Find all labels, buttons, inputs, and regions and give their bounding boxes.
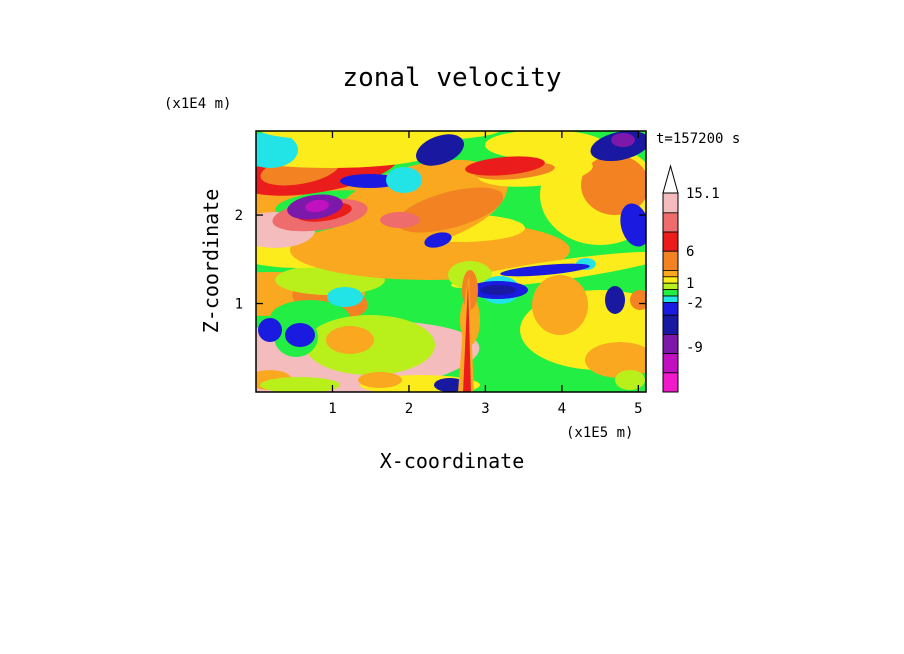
field-streak-core xyxy=(463,282,471,392)
colorbar-swatch xyxy=(662,276,679,284)
velocity-field xyxy=(256,131,646,392)
field-region xyxy=(465,156,545,176)
colorbar-swatch xyxy=(662,314,679,335)
field-region xyxy=(260,131,500,142)
colorbar-swatch xyxy=(662,289,679,297)
field-region xyxy=(256,132,298,168)
field-region xyxy=(500,263,590,277)
field-region xyxy=(396,187,504,233)
colorbar-swatch xyxy=(662,212,679,233)
plot-frame xyxy=(255,130,647,393)
time-label: t=157200 s xyxy=(656,131,740,147)
x-axis-ticks: 1 2 3 4 5 xyxy=(328,131,643,417)
colorbar-swatch xyxy=(662,302,679,316)
field-region xyxy=(327,287,363,307)
colorbar-swatch xyxy=(662,250,679,271)
colorbar-swatch xyxy=(662,334,679,355)
field-region xyxy=(340,174,400,188)
colorbar-swatch xyxy=(662,295,679,303)
field-region xyxy=(630,290,646,310)
x-tick-label: 1 xyxy=(328,401,336,417)
field-region xyxy=(434,378,466,392)
field-region xyxy=(326,326,374,354)
y-tick-label: 1 xyxy=(235,297,243,313)
field-region xyxy=(480,285,516,295)
field-region xyxy=(620,203,646,247)
colorbar-swatch xyxy=(662,372,679,393)
colorbar-swatch xyxy=(662,282,679,291)
y-unit-label: (x1E4 m) xyxy=(164,96,231,112)
field-region xyxy=(611,133,635,147)
y-axis-ticks: 12 xyxy=(235,208,646,313)
y-axis-title: Z-coordinate xyxy=(199,189,223,334)
y-tick-label: 2 xyxy=(235,208,243,224)
field-region xyxy=(424,232,452,248)
field-region xyxy=(285,323,315,347)
x-axis-title: X-coordinate xyxy=(380,449,525,473)
field-region xyxy=(386,167,422,193)
chart-title: zonal velocity xyxy=(342,63,561,93)
field-region xyxy=(605,286,625,314)
field-region xyxy=(258,318,282,342)
colorbar-label: -9 xyxy=(686,340,703,356)
x-unit-label: (x1E5 m) xyxy=(566,425,633,441)
x-tick-label: 2 xyxy=(405,401,413,417)
colorbar-label: 6 xyxy=(686,244,694,260)
colorbar-swatch xyxy=(662,192,679,214)
colorbar: 15.1 6 1 -2 -9 xyxy=(662,164,720,393)
plot-area xyxy=(256,131,646,392)
field-region xyxy=(305,199,329,213)
field-region xyxy=(615,370,645,390)
colorbar-extend-arrow xyxy=(662,164,679,194)
colorbar-label: 1 xyxy=(686,276,694,292)
field-region xyxy=(585,342,646,378)
field-region xyxy=(358,372,402,388)
x-tick-label: 5 xyxy=(634,401,642,417)
x-tick-label: 4 xyxy=(558,401,566,417)
field-region xyxy=(416,134,464,166)
field-region xyxy=(260,377,340,392)
colorbar-frame xyxy=(662,192,679,393)
colorbar-label: -2 xyxy=(686,295,703,311)
x-tick-label: 3 xyxy=(481,401,489,417)
field-region xyxy=(380,212,420,228)
colorbar-swatch xyxy=(662,270,679,278)
colorbar-label: 15.1 xyxy=(686,186,720,202)
colorbar-swatch xyxy=(662,353,679,374)
field-region xyxy=(485,131,605,160)
colorbar-swatch xyxy=(662,231,679,252)
field-region xyxy=(581,155,646,215)
field-region xyxy=(532,275,588,335)
